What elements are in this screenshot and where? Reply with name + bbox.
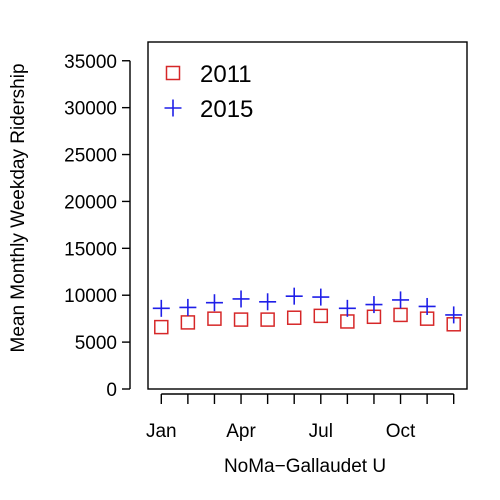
x-tick-label: Oct [386,421,416,442]
y-tick-label: 30000 [64,99,117,120]
plot-frame [147,41,468,390]
x-tick-label: Jan [146,421,177,442]
data-point-2011 [207,311,222,326]
y-tick-label: 15000 [64,239,117,260]
data-point-2011 [286,310,302,325]
legend-marker-2011 [165,65,181,81]
data-point-2011 [393,307,408,323]
legend-marker-2015 [164,99,182,117]
data-point-2011 [154,319,169,335]
x-tick-label: Jul [309,421,333,442]
data-point-2011 [260,312,275,327]
y-axis-title: Mean Monthly Weekday Ridership [8,63,29,352]
data-point-2015 [365,296,383,314]
data-points [152,287,463,335]
y-tick-label: 35000 [64,52,117,73]
legend: 2011 2015 [164,61,253,123]
data-point-2015 [152,299,170,317]
data-point-2015 [179,298,197,316]
data-point-2015 [205,294,223,312]
x-axis-title: NoMa−Gallaudet U [224,456,386,477]
data-point-2011 [340,314,355,329]
data-point-2015 [418,297,436,315]
y-axis: 0 5000 10000 15000 20000 25000 30000 35000 [64,52,131,401]
legend-label: 2015 [200,96,253,123]
y-tick-label: 25000 [64,146,117,167]
data-point-2015 [445,306,463,324]
data-point-2015 [259,293,277,311]
x-axis: Jan Apr Jul Oct [146,393,455,442]
data-point-2011 [313,308,329,324]
data-point-2015 [392,291,410,309]
legend-label: 2011 [200,61,252,88]
data-point-2015 [232,290,250,308]
y-tick-label: 10000 [64,286,117,307]
data-point-2015 [338,299,356,317]
x-tick-label: Apr [226,421,256,442]
data-point-2011 [180,315,196,330]
data-point-2015 [285,287,303,305]
data-point-2015 [312,288,330,306]
y-tick-label: 20000 [64,192,117,213]
y-tick-label: 5000 [75,333,117,354]
y-tick-label: 0 [106,380,117,401]
data-point-2011 [233,312,249,327]
